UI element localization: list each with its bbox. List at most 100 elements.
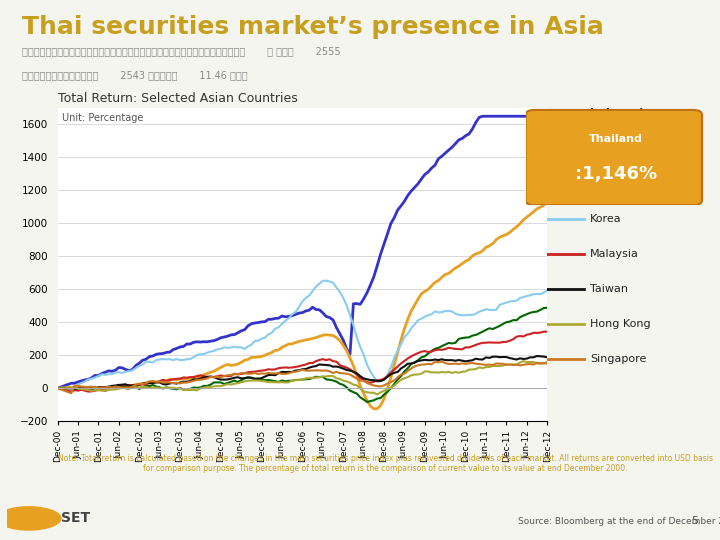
Text: Source: Bloomberg at the end of December 2012: Source: Bloomberg at the end of December…	[518, 517, 720, 525]
Taiwan	[57, 385, 66, 392]
Malaysia	[57, 386, 66, 392]
Hong Kong	[336, 376, 344, 382]
Text: ผลตอบแทนรวมจากการลงทนในตลาดหลกทรพย์ไทย       ณ สนป       2555: ผลตอบแทนรวมจากการลงทนในตลาดหลกทรพย์ไทย ณ…	[22, 46, 341, 57]
Indonesia	[53, 385, 62, 392]
Malaysia	[53, 385, 62, 392]
Text: Thailand: Thailand	[589, 134, 642, 144]
Malaysia	[77, 387, 86, 393]
Circle shape	[0, 506, 62, 531]
Indonesia	[336, 330, 344, 337]
Thailand	[427, 282, 436, 289]
Singapore	[438, 359, 446, 365]
Line: Taiwan: Taiwan	[58, 356, 547, 389]
Singapore	[516, 362, 524, 369]
Text: Taiwan: Taiwan	[590, 284, 629, 294]
Text: Singapore: Singapore	[590, 354, 647, 364]
Text: Thai securities market’s presence in Asia: Thai securities market’s presence in Asi…	[22, 15, 603, 38]
Korea	[53, 385, 62, 392]
Text: Malaysia: Malaysia	[590, 249, 639, 259]
Hong Kong	[57, 385, 66, 392]
Indonesia	[513, 113, 521, 119]
Thailand	[441, 271, 449, 278]
Korea	[322, 278, 330, 284]
Text: Total Return: Selected Asian Countries: Total Return: Selected Asian Countries	[58, 92, 297, 105]
Korea	[513, 298, 521, 304]
Korea	[441, 308, 449, 314]
Hong Kong	[543, 359, 552, 365]
Taiwan	[91, 386, 99, 393]
Indonesia	[77, 377, 86, 384]
Hong Kong	[519, 358, 528, 365]
Singapore	[81, 383, 89, 390]
Text: Thailand: Thailand	[590, 144, 644, 153]
Taiwan	[427, 357, 436, 363]
Taiwan	[77, 384, 86, 391]
Text: 5: 5	[691, 516, 698, 526]
Text: Hong Kong: Hong Kong	[590, 319, 651, 329]
Text: :1,146%: :1,146%	[575, 165, 657, 183]
Phillipines	[363, 399, 372, 405]
Text: SET: SET	[60, 511, 90, 525]
Singapore	[57, 386, 66, 393]
Phillipines	[336, 381, 344, 387]
Korea	[77, 380, 86, 386]
Malaysia	[543, 328, 552, 335]
Singapore	[67, 390, 76, 396]
Text: Indonesia: Indonesia	[590, 109, 651, 118]
Indonesia	[57, 384, 66, 390]
Line: Malaysia: Malaysia	[58, 332, 547, 392]
Indonesia	[543, 113, 552, 119]
Line: Thailand: Thailand	[58, 202, 547, 409]
Malaysia	[84, 388, 92, 395]
Phillipines	[543, 305, 552, 311]
Taiwan	[53, 385, 62, 392]
Thailand	[543, 199, 552, 206]
Taiwan	[513, 356, 521, 363]
Thailand	[369, 406, 378, 412]
Hong Kong	[53, 385, 62, 392]
Text: Korea: Korea	[590, 214, 622, 224]
Hong Kong	[513, 361, 521, 368]
Singapore	[427, 361, 436, 368]
Hong Kong	[441, 369, 449, 376]
Phillipines	[77, 385, 86, 392]
Text: Unit: Percentage: Unit: Percentage	[63, 113, 144, 123]
Taiwan	[339, 366, 348, 372]
Taiwan	[543, 354, 552, 361]
Text: Phillipines: Phillipines	[590, 179, 655, 188]
Phillipines	[441, 341, 449, 348]
Indonesia	[438, 153, 446, 159]
Indonesia	[424, 168, 433, 175]
Malaysia	[513, 333, 521, 340]
Singapore	[53, 385, 62, 392]
Thailand	[513, 224, 521, 230]
Phillipines	[513, 317, 521, 323]
Thailand	[53, 385, 62, 392]
Phillipines	[57, 385, 66, 392]
Taiwan	[441, 357, 449, 363]
Malaysia	[339, 363, 348, 370]
FancyBboxPatch shape	[526, 110, 702, 205]
Thailand	[77, 386, 86, 392]
Phillipines	[53, 385, 62, 392]
Taiwan	[533, 353, 541, 359]
Hong Kong	[373, 392, 382, 398]
Line: Korea: Korea	[58, 281, 547, 388]
Line: Phillipines: Phillipines	[58, 308, 547, 402]
Phillipines	[427, 348, 436, 354]
Singapore	[543, 360, 552, 367]
Line: Singapore: Singapore	[58, 362, 547, 393]
Korea	[57, 385, 66, 392]
Malaysia	[441, 346, 449, 352]
Text: เมอเทียบกบสนป       2543 เพมขน       11.46 เทา: เมอเทียบกบสนป 2543 เพมขน 11.46 เทา	[22, 70, 247, 80]
Text: Note: Total return is calculated based on the changes in the main securities pri: Note: Total return is calculated based o…	[58, 454, 713, 473]
Line: Hong Kong: Hong Kong	[58, 361, 547, 395]
Hong Kong	[427, 369, 436, 376]
Line: Indonesia: Indonesia	[58, 116, 547, 388]
Korea	[339, 294, 348, 301]
Malaysia	[427, 348, 436, 355]
Korea	[543, 287, 552, 294]
Thailand	[336, 337, 344, 343]
Thailand	[57, 385, 66, 392]
Hong Kong	[77, 386, 86, 392]
